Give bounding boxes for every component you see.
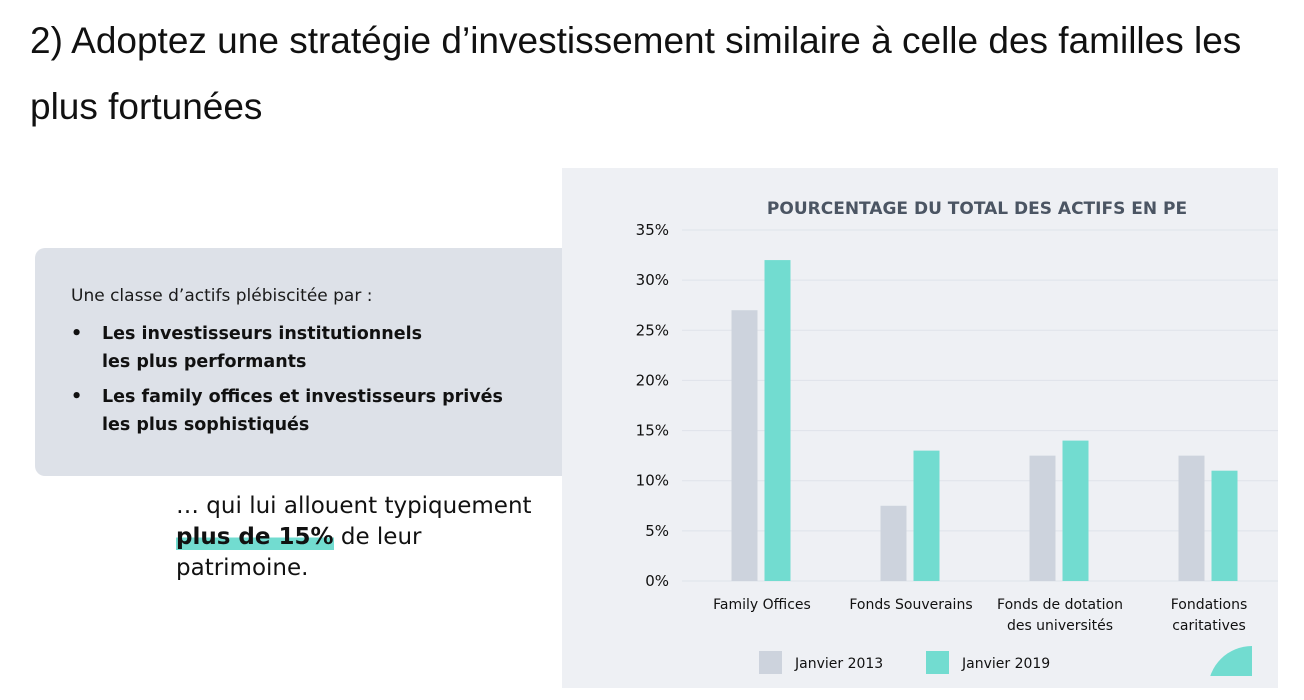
bar (913, 450, 940, 581)
legend-label: Janvier 2019 (961, 656, 1050, 672)
y-tick-label: 25% (636, 321, 669, 339)
y-tick-label: 20% (636, 371, 669, 389)
x-category-label: Fonds de dotation (997, 597, 1123, 613)
bar (731, 310, 758, 581)
chart-panel: POURCENTAGE DU TOTAL DES ACTIFS EN PE 0% 5… (562, 168, 1278, 688)
list-item: • Les family offices et investisseurs pr… (71, 383, 542, 439)
callout-line-3: patrimoine. (176, 555, 309, 581)
x-category-label: Fonds Souverains (849, 597, 972, 613)
bar (1178, 455, 1205, 581)
bar (1029, 455, 1056, 581)
bullet-icon: • (71, 324, 83, 344)
highlighted-percentage: plus de 15% (176, 524, 334, 550)
bar (1211, 470, 1238, 581)
bullet-text: Les investisseurs institutionnels (102, 324, 422, 344)
y-tick-label: 0% (645, 572, 669, 590)
x-category-label: Family Offices (713, 597, 811, 613)
legend-swatch (926, 651, 949, 674)
y-tick-label: 10% (636, 472, 669, 490)
bar-chart: POURCENTAGE DU TOTAL DES ACTIFS EN PE 0% 5… (636, 199, 1278, 674)
legend-label: Janvier 2013 (794, 656, 883, 672)
legend-swatch (759, 651, 782, 674)
bar (764, 260, 791, 581)
x-category-label: Fondations (1171, 597, 1248, 613)
chart-title: POURCENTAGE DU TOTAL DES ACTIFS EN PE (767, 199, 1187, 219)
y-tick-label: 35% (636, 221, 669, 239)
x-category-label: caritatives (1172, 618, 1246, 634)
list-item: • Les investisseurs institutionnels les … (71, 320, 542, 376)
callout-line-2: plus de 15% de leur (176, 522, 556, 553)
callout-text: … qui lui allouent typiquement plus de 1… (176, 491, 556, 584)
callout-line-2-rest: de leur (333, 524, 422, 550)
info-intro: Une classe d’actifs plébiscitée par : (71, 286, 373, 306)
bullet-text: Les family offices et investisseurs priv… (102, 387, 503, 407)
corner-decoration (1208, 646, 1252, 676)
bullet-text: les plus sophistiqués (102, 415, 310, 435)
y-tick-label: 15% (636, 422, 669, 440)
y-tick-label: 5% (645, 522, 669, 540)
x-category-label: des universités (1007, 618, 1113, 634)
bullet-list: • Les investisseurs institutionnels les … (71, 320, 542, 446)
y-tick-label: 30% (636, 271, 669, 289)
info-box: Une classe d’actifs plébiscitée par : • … (35, 248, 587, 476)
bar (1062, 440, 1089, 581)
bullet-icon: • (71, 387, 83, 407)
bullet-text: les plus performants (102, 352, 307, 372)
bar (880, 505, 907, 581)
page-title: 2) Adoptez une stratégie d’investissemen… (30, 20, 1242, 127)
callout-line-1: … qui lui allouent typiquement (176, 493, 532, 519)
